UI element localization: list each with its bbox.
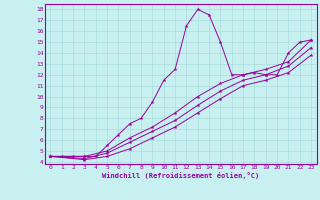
X-axis label: Windchill (Refroidissement éolien,°C): Windchill (Refroidissement éolien,°C) xyxy=(102,172,260,179)
